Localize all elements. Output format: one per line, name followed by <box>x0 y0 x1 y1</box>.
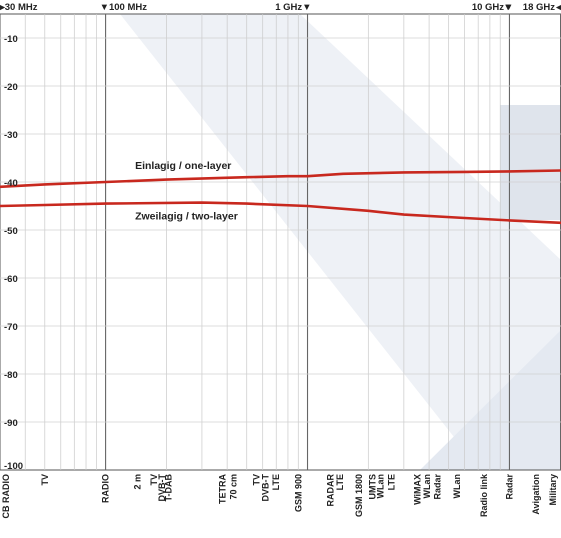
y-tick-label: -40 <box>4 178 18 189</box>
band-label: TV <box>149 474 159 486</box>
band-label: 2 m <box>133 474 143 490</box>
band-label: LTE <box>386 474 396 490</box>
series-label: Zweilagig / two-layer <box>135 210 238 222</box>
chart-background <box>0 13 561 471</box>
right-edge-marker: ◂ <box>555 2 561 13</box>
band-label: DVB-T <box>261 474 271 502</box>
series-line <box>0 169 561 189</box>
band-label: LTE <box>271 474 281 490</box>
band-label: WiMAX <box>412 474 422 505</box>
watermark-stripe <box>420 330 561 470</box>
band-label: Radar <box>505 474 515 500</box>
band-label: T-DAB <box>164 474 174 502</box>
top-label-marker: ▼ <box>503 2 512 13</box>
y-tick-label: -30 <box>4 130 18 141</box>
y-tick-label: -60 <box>4 274 18 285</box>
top-label: 10 GHz▼ <box>472 2 514 13</box>
band-label: RADAR <box>326 474 336 507</box>
y-tick-label: -10 <box>4 34 18 45</box>
chart-grid <box>0 14 561 470</box>
band-label: RADIO <box>101 474 111 503</box>
band-label: Radar <box>433 474 443 500</box>
top-label: ▼100 MHz <box>100 2 148 13</box>
band-label: GSM 900 <box>293 474 303 512</box>
y-tick-label: -90 <box>4 418 18 429</box>
chart-series <box>0 169 561 225</box>
y-tick-label: -100 <box>4 461 23 472</box>
band-label: WLan <box>422 474 432 499</box>
y-tick-label: -50 <box>4 226 18 237</box>
series-labels: Einlagig / one-layer Zweilagig / two-laye… <box>135 160 238 222</box>
band-label: UMTS <box>368 474 378 500</box>
band-label: DVB-T <box>157 474 167 502</box>
band-label: Military <box>548 474 558 506</box>
y-tick-label: -20 <box>4 82 18 93</box>
band-label: WLan <box>452 474 462 499</box>
y-tick-labels: -10 -20 -30 -40 -50 -60 -70 -80 -90 -100 <box>4 34 23 472</box>
y-tick-label: -80 <box>4 370 18 381</box>
top-frequency-labels: ▸30 MHz ▼100 MHz 1 GHz▼ 10 GHz▼ 18 GHz ◂ ▼ <box>0 2 561 13</box>
band-label: WLan <box>376 474 386 499</box>
plot-frame <box>0 13 561 471</box>
band-label: 70 cm <box>229 474 239 500</box>
top-label: ▸30 MHz <box>0 2 38 13</box>
band-label: TETRA <box>218 474 228 504</box>
band-label: Avigation <box>531 474 541 515</box>
series-label: Einlagig / one-layer <box>135 160 231 172</box>
top-label: 1 GHz▼ <box>275 2 311 13</box>
band-label: TV <box>40 474 50 486</box>
band-label: LTE <box>335 474 345 490</box>
watermark-block <box>500 105 561 220</box>
band-label: GSM 1800 <box>354 474 364 517</box>
y-tick-label: -70 <box>4 322 18 333</box>
top-label: 18 GHz <box>523 2 555 13</box>
band-label: TV <box>252 474 262 486</box>
band-label: Radio link <box>479 473 489 517</box>
band-label: CB RADIO <box>1 474 11 519</box>
series-line <box>0 201 561 225</box>
watermark-stripe <box>120 14 561 470</box>
